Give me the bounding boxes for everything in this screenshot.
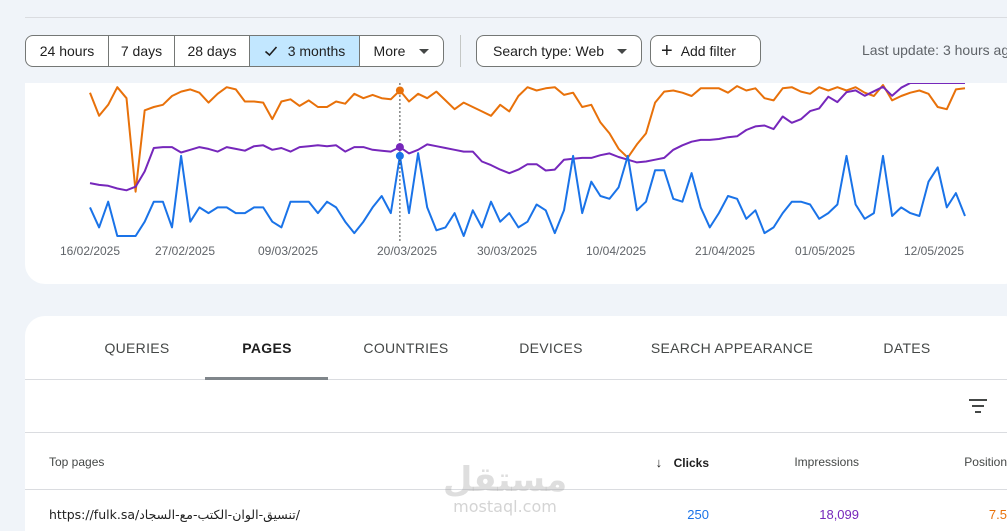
plus-icon: + <box>661 40 673 62</box>
caret-down-icon <box>617 48 628 54</box>
range-7-days-button[interactable]: 7 days <box>109 36 175 66</box>
add-filter-button[interactable]: + Add filter <box>650 35 761 67</box>
x-tick-label: 01/05/2025 <box>794 244 856 258</box>
column-impressions[interactable]: Impressions <box>794 455 859 469</box>
column-position[interactable]: Position <box>964 455 1007 469</box>
sort-descending-icon: ↓ <box>655 455 663 470</box>
x-tick-label: 30/03/2025 <box>476 244 538 258</box>
table-header: Top pages ↓ Clicks Impressions Position <box>25 433 1007 490</box>
performance-chart-card: 16/02/2025 27/02/2025 09/03/2025 20/03/2025… <box>25 83 1007 284</box>
row-position: 7.5 <box>988 507 1007 522</box>
x-axis-ticks: 16/02/2025 27/02/2025 09/03/2025 20/03/2025… <box>25 244 1007 260</box>
top-divider <box>25 17 1007 18</box>
caret-down-icon <box>419 48 430 54</box>
series-line-ctr <box>89 152 966 237</box>
range-label: 28 days <box>187 43 237 59</box>
row-page-url[interactable]: https://fulk.sa/تنسيق-الوان-الكتب-مع-الس… <box>49 507 300 522</box>
row-impressions: 18,099 <box>819 507 859 522</box>
active-tab-indicator <box>205 377 328 380</box>
column-top-pages[interactable]: Top pages <box>49 455 105 469</box>
tab-pages[interactable]: PAGES <box>242 340 292 356</box>
range-label: More <box>373 43 406 59</box>
series-line-impressions <box>89 83 965 192</box>
range-3-months-button[interactable]: 3 months <box>250 36 360 66</box>
x-tick-label: 27/02/2025 <box>154 244 216 258</box>
tab-countries[interactable]: COUNTRIES <box>363 340 449 356</box>
x-tick-label: 21/04/2025 <box>694 244 756 258</box>
performance-chart[interactable] <box>25 83 1007 243</box>
row-clicks: 250 <box>687 507 709 522</box>
search-type-label: Search type: Web <box>493 43 605 59</box>
table-toolbar <box>25 380 1007 433</box>
check-icon <box>264 46 277 57</box>
hover-dot-clicks <box>395 86 404 95</box>
column-clicks[interactable]: ↓ Clicks <box>656 455 709 470</box>
range-label: 3 months <box>287 43 346 59</box>
column-clicks-label: Clicks <box>673 456 709 470</box>
x-tick-label: 09/03/2025 <box>257 244 319 258</box>
report-table-card: QUERIES PAGES COUNTRIES DEVICES SEARCH A… <box>25 316 1007 531</box>
filter-separator <box>460 35 461 67</box>
last-update-text: Last update: 3 hours ago <box>862 42 1007 58</box>
range-24-hours-button[interactable]: 24 hours <box>26 36 109 66</box>
x-tick-label: 16/02/2025 <box>59 244 121 258</box>
search-type-dropdown[interactable]: Search type: Web <box>476 35 642 67</box>
series-line-clicks <box>89 84 966 193</box>
range-label: 24 hours <box>39 43 95 59</box>
tab-queries[interactable]: QUERIES <box>104 340 170 356</box>
x-tick-label: 12/05/2025 <box>903 244 965 258</box>
dimension-tabs: QUERIES PAGES COUNTRIES DEVICES SEARCH A… <box>25 316 1007 380</box>
range-more-dropdown[interactable]: More <box>360 36 443 66</box>
filter-bar: 24 hours 7 days 28 days 3 months More Se… <box>25 35 1007 67</box>
range-28-days-button[interactable]: 28 days <box>175 36 250 66</box>
tab-devices[interactable]: DEVICES <box>519 340 583 356</box>
table-row[interactable]: https://fulk.sa/تنسيق-الوان-الكتب-مع-الس… <box>25 490 1007 531</box>
add-filter-label: Add filter <box>680 43 736 59</box>
range-label: 7 days <box>120 43 163 59</box>
hover-dot-impressions <box>395 143 404 152</box>
tab-search-appearance[interactable]: SEARCH APPEARANCE <box>650 340 814 356</box>
x-tick-label: 20/03/2025 <box>376 244 438 258</box>
filter-rows-icon[interactable] <box>968 398 988 414</box>
hover-dot-ctr <box>395 151 404 160</box>
date-range-selector: 24 hours 7 days 28 days 3 months More <box>25 35 444 67</box>
x-tick-label: 10/04/2025 <box>585 244 647 258</box>
tab-dates[interactable]: DATES <box>883 340 931 356</box>
